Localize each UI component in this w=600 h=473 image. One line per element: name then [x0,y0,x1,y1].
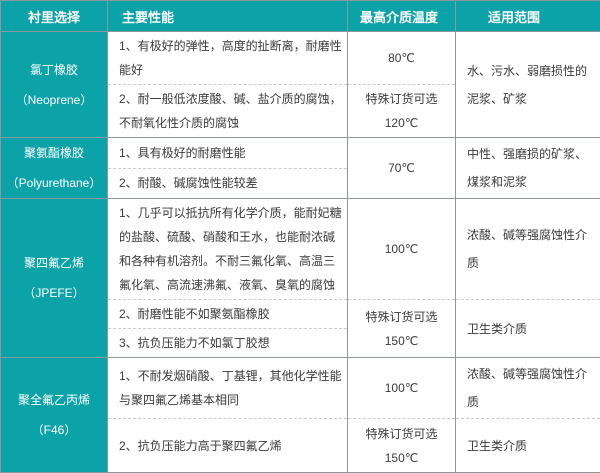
material-name: 氯丁橡胶 [3,55,105,85]
range-cell: 水、污水、弱磨损性的泥浆、矿浆 [456,32,600,138]
performance-cell: 2、耐一般低浓度酸、碱、盐介质的腐蚀，不耐氧化性介质的腐蚀 [108,85,348,138]
temperature-cell: 70℃ [348,138,456,199]
performance-cell: 2、耐酸、碱腐蚀性能较差 [108,168,348,199]
header-row: 衬里选择 主要性能 最高介质温度 适用范围 [1,1,600,32]
material-name: 聚四氟乙烯 [3,248,105,278]
table-row: 氯丁橡胶 （Neoprene） 1、有极好的弹性，高度的扯断离，耐磨性能好 80… [1,32,600,85]
range-cell: 卫生类介质 [456,300,600,358]
col-header-temperature: 最高介质温度 [348,1,456,32]
material-cell-neoprene: 氯丁橡胶 （Neoprene） [1,32,108,138]
performance-cell: 1、有极好的弹性，高度的扯断离，耐磨性能好 [108,32,348,85]
material-en-name: （JPEFE） [3,278,105,308]
material-en-name: （F46） [3,415,105,445]
table-row: 聚四氟乙烯 （JPEFE） 1、几乎可以抵抗所有化学介质，能耐妃糖的盐酸、硫酸、… [1,199,600,300]
performance-cell: 3、抗负压能力不如氯丁胶想 [108,329,348,358]
temperature-cell: 80℃ [348,32,456,85]
col-header-lining: 衬里选择 [1,1,108,32]
range-cell: 中性、强磨损的矿浆、煤浆和泥浆 [456,138,600,199]
range-cell: 浓酸、碱等强腐蚀性介质 [456,358,600,419]
temperature-cell: 特殊订货可选 120℃ [348,85,456,138]
performance-cell: 1、具有极好的耐磨性能 [108,138,348,169]
table-row: 聚氨酯橡胶 （Polyurethane） 1、具有极好的耐磨性能 70℃ 中性、… [1,138,600,169]
col-header-performance: 主要性能 [108,1,348,32]
col-header-range: 适用范围 [456,1,600,32]
material-cell-ptfe: 聚四氟乙烯 （JPEFE） [1,199,108,358]
performance-cell: 1、不耐发烟硝酸、丁基锂，其他化学性能与聚四氟乙烯基本相同 [108,358,348,419]
range-cell: 浓酸、碱等强腐蚀性介质 [456,199,600,300]
material-en-name: （Polyurethane） [3,168,105,198]
material-name: 聚氨酯橡胶 [3,138,105,168]
lining-selection-table-page: 衬里选择 主要性能 最高介质温度 适用范围 氯丁橡胶 （Neoprene） 1、… [0,0,600,427]
performance-cell: 2、耐磨性能不如聚氨酯橡胶 [108,300,348,329]
temperature-cell: 100℃ [348,199,456,300]
material-cell-polyurethane: 聚氨酯橡胶 （Polyurethane） [1,138,108,199]
performance-cell: 1、几乎可以抵抗所有化学介质，能耐妃糖的盐酸、硫酸、硝酸和王水，也能耐浓碱和各种… [108,199,348,300]
table-row: 聚全氟乙丙烯 （F46） 1、不耐发烟硝酸、丁基锂，其他化学性能与聚四氟乙烯基本… [1,358,600,419]
temperature-cell: 100℃ [348,358,456,419]
material-cell-f46: 聚全氟乙丙烯 （F46） [1,358,108,473]
material-name: 聚全氟乙丙烯 [3,385,105,415]
temperature-cell: 特殊订货可选 150℃ [348,300,456,358]
material-en-name: （Neoprene） [3,85,105,115]
